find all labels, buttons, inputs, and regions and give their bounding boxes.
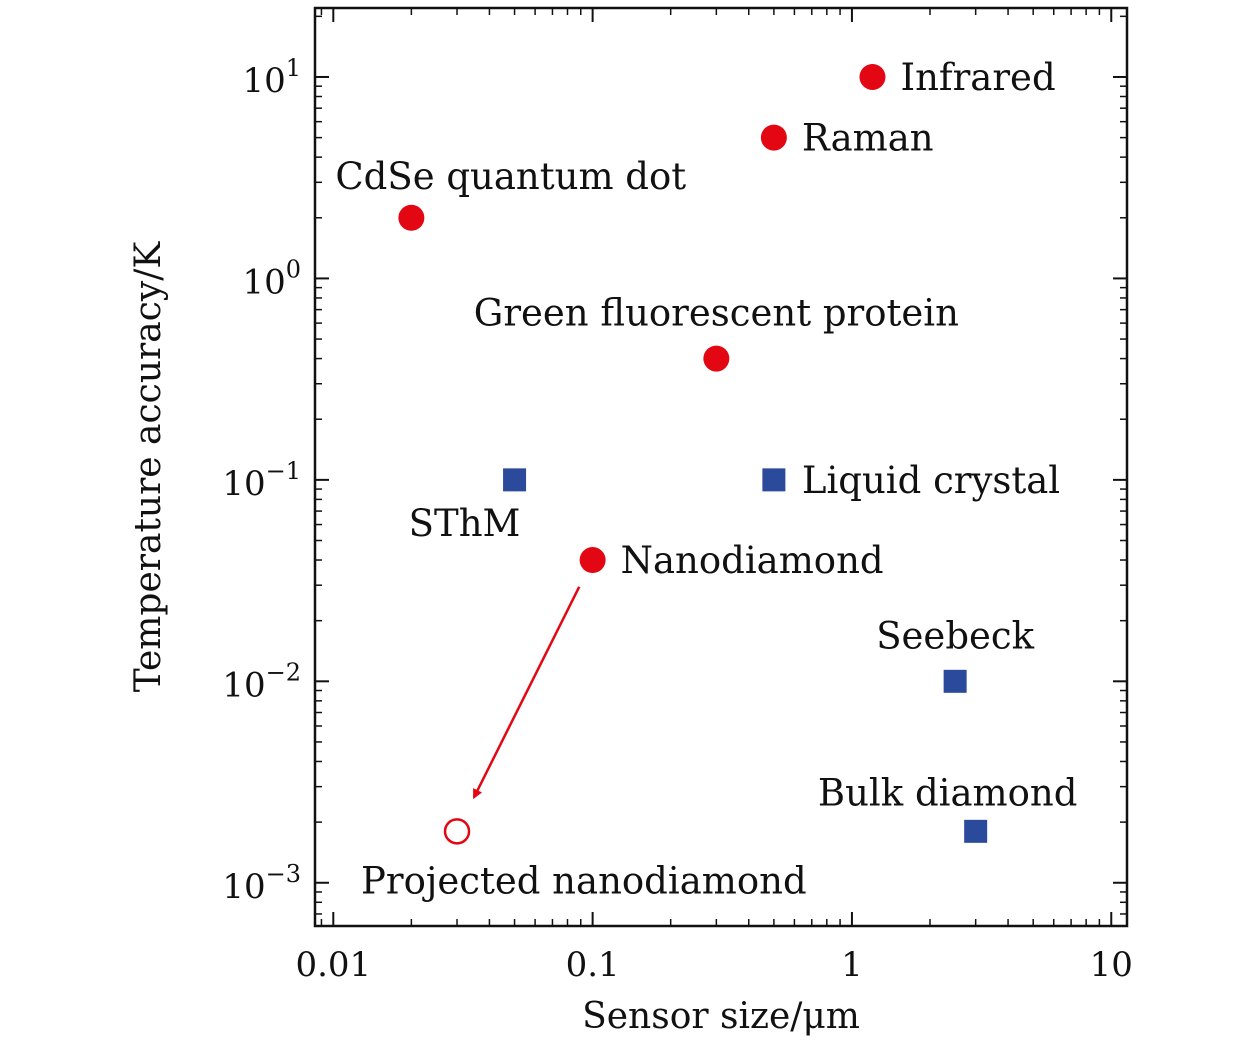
y-tick-label: 101: [242, 54, 301, 101]
label-cdse-quantum-dot: CdSe quantum dot: [335, 155, 686, 198]
label-green-fluorescent-protein: Green fluorescent protein: [474, 292, 959, 335]
point-cdse-quantum-dot: [398, 204, 425, 231]
x-tick-label: 0.1: [566, 945, 620, 985]
point-sthm: [503, 468, 527, 492]
y-tick-label: 10−2: [222, 658, 301, 705]
point-liquid-crystal: [762, 468, 786, 492]
x-axis-title: Sensor size/μm: [582, 996, 860, 1037]
point-nanodiamond: [579, 547, 606, 574]
x-tick-label: 10: [1090, 945, 1133, 985]
axis-ticks: 0.01 0.1 1 10 10−3 10−2 10−1 100 101: [222, 8, 1133, 985]
data-points: [398, 63, 988, 845]
y-axis-title: Temperature accuracy/K: [128, 241, 169, 693]
y-tick-label: 10−1: [222, 457, 301, 504]
point-labels: Infrared Raman CdSe quantum dot Green fluor…: [335, 56, 1077, 902]
point-green-fluorescent-protein: [703, 345, 730, 372]
x-tick-label: 0.01: [295, 945, 371, 985]
point-bulk-diamond: [964, 819, 988, 843]
plot-frame: [313, 6, 1129, 928]
label-projected-nanodiamond: Projected nanodiamond: [361, 859, 807, 902]
y-tick-label: 10−3: [222, 860, 301, 907]
label-sthm: SThM: [409, 502, 521, 545]
point-seebeck: [943, 669, 967, 693]
label-liquid-crystal: Liquid crystal: [802, 459, 1060, 502]
y-tick-label: 100: [242, 255, 301, 302]
label-nanodiamond: Nanodiamond: [621, 539, 884, 582]
projection-arrow: [472, 586, 581, 800]
label-bulk-diamond: Bulk diamond: [818, 771, 1078, 814]
x-tick-label: 1: [841, 945, 863, 985]
label-raman: Raman: [802, 117, 934, 160]
annotation-layer: [472, 586, 581, 800]
point-projected-nanodiamond: [443, 818, 471, 845]
point-infrared: [859, 63, 886, 90]
label-seebeck: Seebeck: [876, 614, 1034, 657]
point-raman: [760, 124, 787, 151]
label-infrared: Infrared: [900, 56, 1055, 99]
